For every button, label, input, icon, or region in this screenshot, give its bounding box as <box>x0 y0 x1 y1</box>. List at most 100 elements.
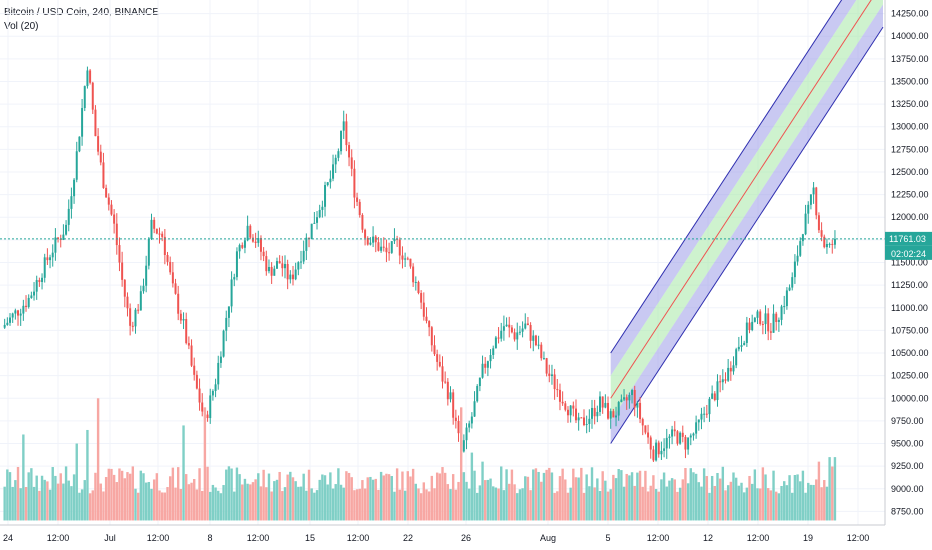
candle-body[interactable] <box>759 311 762 325</box>
candle-body[interactable] <box>27 297 30 307</box>
candle-body[interactable] <box>235 251 238 278</box>
candle-body[interactable] <box>377 242 380 251</box>
candle-body[interactable] <box>612 411 615 418</box>
candle-body[interactable] <box>35 280 38 292</box>
candle-body[interactable] <box>588 418 591 425</box>
candle-body[interactable] <box>291 274 294 280</box>
candle-body[interactable] <box>75 151 78 180</box>
candle-body[interactable] <box>449 392 452 400</box>
candle-body[interactable] <box>604 402 607 408</box>
candle-body[interactable] <box>81 108 84 137</box>
candle-body[interactable] <box>521 328 524 332</box>
candle-body[interactable] <box>812 187 815 195</box>
candle-body[interactable] <box>59 238 62 240</box>
candle-body[interactable] <box>33 291 36 296</box>
candle-body[interactable] <box>414 281 417 283</box>
candle-body[interactable] <box>230 279 233 307</box>
candle-body[interactable] <box>801 234 804 242</box>
candle-body[interactable] <box>161 233 164 237</box>
candle-body[interactable] <box>356 197 359 202</box>
candle-body[interactable] <box>809 194 812 205</box>
candle-body[interactable] <box>179 313 182 321</box>
candle-body[interactable] <box>145 265 148 286</box>
candle-body[interactable] <box>793 261 796 278</box>
candle-body[interactable] <box>265 256 268 272</box>
candle-body[interactable] <box>107 197 110 205</box>
candle-body[interactable] <box>804 213 807 235</box>
candle-body[interactable] <box>134 309 137 327</box>
candle-body[interactable] <box>294 269 297 280</box>
candle-body[interactable] <box>147 239 150 266</box>
candle-body[interactable] <box>500 330 503 339</box>
candle-body[interactable] <box>473 401 476 417</box>
candle-body[interactable] <box>398 239 401 256</box>
candle-body[interactable] <box>692 433 695 436</box>
candle-body[interactable] <box>262 251 265 257</box>
candle-body[interactable] <box>396 238 399 240</box>
candle-body[interactable] <box>388 252 391 254</box>
candle-body[interactable] <box>243 240 246 248</box>
candle-body[interactable] <box>636 402 639 408</box>
candle-body[interactable] <box>454 417 457 421</box>
candle-body[interactable] <box>518 331 521 333</box>
candle-body[interactable] <box>91 82 94 110</box>
symbol-title[interactable]: Bitcoin / USD Coin, 240, BINANCE <box>4 7 160 18</box>
candle-body[interactable] <box>166 254 169 262</box>
candle-body[interactable] <box>270 266 273 276</box>
candle-body[interactable] <box>3 324 6 328</box>
candle-body[interactable] <box>412 266 415 283</box>
candle-body[interactable] <box>169 261 172 273</box>
candle-body[interactable] <box>737 346 740 350</box>
candle-body[interactable] <box>46 257 49 261</box>
candle-body[interactable] <box>246 225 249 241</box>
candle-body[interactable] <box>572 405 575 409</box>
candle-body[interactable] <box>131 325 134 327</box>
candle-body[interactable] <box>150 219 153 240</box>
candle-body[interactable] <box>406 258 409 260</box>
candle-body[interactable] <box>534 335 537 346</box>
candle-body[interactable] <box>233 277 236 280</box>
candle-body[interactable] <box>259 238 262 252</box>
candle-body[interactable] <box>174 283 177 294</box>
candle-body[interactable] <box>83 86 86 109</box>
candle-body[interactable] <box>711 393 714 399</box>
candle-body[interactable] <box>497 337 500 339</box>
candle-body[interactable] <box>374 236 377 243</box>
candle-body[interactable] <box>817 215 820 231</box>
candle-body[interactable] <box>740 345 743 347</box>
candle-body[interactable] <box>318 209 321 218</box>
candle-body[interactable] <box>684 436 687 450</box>
candle-body[interactable] <box>700 413 703 420</box>
candle-body[interactable] <box>54 237 57 253</box>
candle-body[interactable] <box>524 323 527 329</box>
candle-body[interactable] <box>353 168 356 198</box>
candle-body[interactable] <box>350 157 353 169</box>
candle-body[interactable] <box>542 358 545 360</box>
candle-body[interactable] <box>532 335 535 341</box>
candle-body[interactable] <box>110 204 113 215</box>
candle-body[interactable] <box>470 416 473 424</box>
candle-body[interactable] <box>601 396 604 408</box>
candle-body[interactable] <box>123 279 126 297</box>
candle-body[interactable] <box>745 322 748 343</box>
candle-body[interactable] <box>516 332 519 340</box>
candle-body[interactable] <box>321 206 324 210</box>
candle-body[interactable] <box>569 405 572 416</box>
candle-body[interactable] <box>193 365 196 375</box>
candle-body[interactable] <box>550 374 553 377</box>
candle-body[interactable] <box>11 313 14 318</box>
candle-body[interactable] <box>433 345 436 355</box>
candle-body[interactable] <box>51 252 54 258</box>
candle-body[interactable] <box>185 319 188 344</box>
candle-body[interactable] <box>222 330 225 357</box>
candle-body[interactable] <box>772 313 775 333</box>
candle-body[interactable] <box>366 237 369 245</box>
channel-median-line[interactable] <box>610 0 883 399</box>
candle-body[interactable] <box>142 285 145 292</box>
candle-body[interactable] <box>97 136 100 152</box>
candle-body[interactable] <box>615 415 618 418</box>
candle-body[interactable] <box>283 263 286 269</box>
candle-body[interactable] <box>316 217 319 223</box>
candle-body[interactable] <box>286 263 289 280</box>
candle-body[interactable] <box>673 429 676 432</box>
